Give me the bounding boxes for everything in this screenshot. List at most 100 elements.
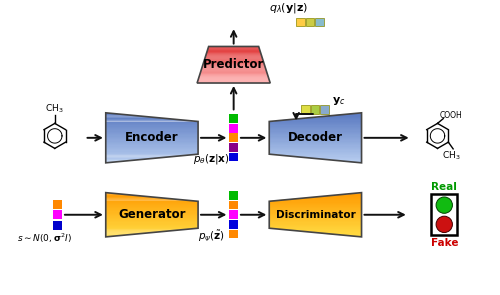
Polygon shape xyxy=(348,162,362,163)
Polygon shape xyxy=(106,235,130,236)
Polygon shape xyxy=(106,230,176,231)
Polygon shape xyxy=(199,77,268,78)
Polygon shape xyxy=(202,66,265,67)
Text: $s \sim N(0, \mathbf{\sigma}^2 I)$: $s \sim N(0, \mathbf{\sigma}^2 I)$ xyxy=(18,232,72,245)
Polygon shape xyxy=(106,137,198,138)
Polygon shape xyxy=(199,76,268,77)
Polygon shape xyxy=(207,50,260,51)
Polygon shape xyxy=(106,226,198,227)
Polygon shape xyxy=(269,143,362,144)
Polygon shape xyxy=(106,217,198,218)
Polygon shape xyxy=(106,210,198,212)
Polygon shape xyxy=(200,72,267,73)
Polygon shape xyxy=(269,137,362,138)
Polygon shape xyxy=(106,215,198,216)
Polygon shape xyxy=(314,232,362,234)
Polygon shape xyxy=(269,207,362,208)
Polygon shape xyxy=(295,157,362,158)
Polygon shape xyxy=(106,159,146,160)
Polygon shape xyxy=(322,159,362,160)
Polygon shape xyxy=(106,196,153,197)
Polygon shape xyxy=(198,81,270,82)
Bar xyxy=(316,18,324,26)
Polygon shape xyxy=(302,231,362,232)
Polygon shape xyxy=(269,123,362,124)
Text: COOH: COOH xyxy=(440,111,462,120)
Bar xyxy=(230,134,238,142)
Polygon shape xyxy=(106,118,172,119)
Polygon shape xyxy=(106,143,198,144)
Polygon shape xyxy=(106,220,198,221)
Text: $p_\psi(\tilde{\mathbf{z}})$: $p_\psi(\tilde{\mathbf{z}})$ xyxy=(198,228,225,244)
Bar xyxy=(230,114,238,123)
Polygon shape xyxy=(106,139,198,140)
Polygon shape xyxy=(106,153,198,154)
Polygon shape xyxy=(269,227,362,228)
Polygon shape xyxy=(106,232,153,234)
Polygon shape xyxy=(350,193,362,194)
Polygon shape xyxy=(106,122,198,123)
Polygon shape xyxy=(269,210,362,212)
Text: $\mathsf{CH_3}$: $\mathsf{CH_3}$ xyxy=(442,150,460,162)
Polygon shape xyxy=(291,230,362,231)
Polygon shape xyxy=(106,138,198,139)
Polygon shape xyxy=(106,119,186,120)
Polygon shape xyxy=(269,128,362,129)
Polygon shape xyxy=(106,209,198,210)
Polygon shape xyxy=(200,71,266,72)
FancyBboxPatch shape xyxy=(432,194,457,235)
Polygon shape xyxy=(106,123,198,124)
Bar xyxy=(306,18,314,26)
Polygon shape xyxy=(106,206,198,207)
Polygon shape xyxy=(279,229,361,230)
Polygon shape xyxy=(106,207,198,208)
Text: $\mathsf{CH_3}$: $\mathsf{CH_3}$ xyxy=(46,103,64,115)
Polygon shape xyxy=(269,204,362,205)
Polygon shape xyxy=(106,144,198,145)
Polygon shape xyxy=(314,196,362,197)
Polygon shape xyxy=(106,208,198,209)
Polygon shape xyxy=(106,212,198,214)
Polygon shape xyxy=(269,201,362,203)
Polygon shape xyxy=(202,65,264,66)
Bar xyxy=(54,210,62,219)
Polygon shape xyxy=(204,59,263,60)
Polygon shape xyxy=(106,198,176,199)
Polygon shape xyxy=(269,135,362,137)
Polygon shape xyxy=(326,234,362,235)
Polygon shape xyxy=(269,226,362,227)
Polygon shape xyxy=(269,138,362,139)
Polygon shape xyxy=(206,52,260,53)
Polygon shape xyxy=(106,140,198,142)
Polygon shape xyxy=(269,133,362,134)
Polygon shape xyxy=(106,145,198,147)
Polygon shape xyxy=(208,49,260,50)
Polygon shape xyxy=(201,70,266,71)
Polygon shape xyxy=(106,142,198,143)
Polygon shape xyxy=(269,220,362,221)
Polygon shape xyxy=(204,62,264,63)
Circle shape xyxy=(436,197,452,213)
Polygon shape xyxy=(308,158,362,159)
Polygon shape xyxy=(291,198,362,199)
Polygon shape xyxy=(308,117,362,118)
Polygon shape xyxy=(269,124,362,125)
Polygon shape xyxy=(106,155,186,157)
Polygon shape xyxy=(106,150,198,152)
Bar xyxy=(230,210,238,219)
Polygon shape xyxy=(197,82,270,83)
Polygon shape xyxy=(198,78,269,79)
Text: Decoder: Decoder xyxy=(288,131,343,144)
Polygon shape xyxy=(106,127,198,128)
Polygon shape xyxy=(106,113,119,114)
Polygon shape xyxy=(106,195,141,196)
Polygon shape xyxy=(106,205,198,206)
Polygon shape xyxy=(269,221,362,222)
Polygon shape xyxy=(200,74,268,75)
Polygon shape xyxy=(203,63,264,64)
Polygon shape xyxy=(202,67,266,68)
Polygon shape xyxy=(106,157,172,158)
Polygon shape xyxy=(269,134,362,135)
Polygon shape xyxy=(269,140,362,142)
Polygon shape xyxy=(106,134,198,135)
